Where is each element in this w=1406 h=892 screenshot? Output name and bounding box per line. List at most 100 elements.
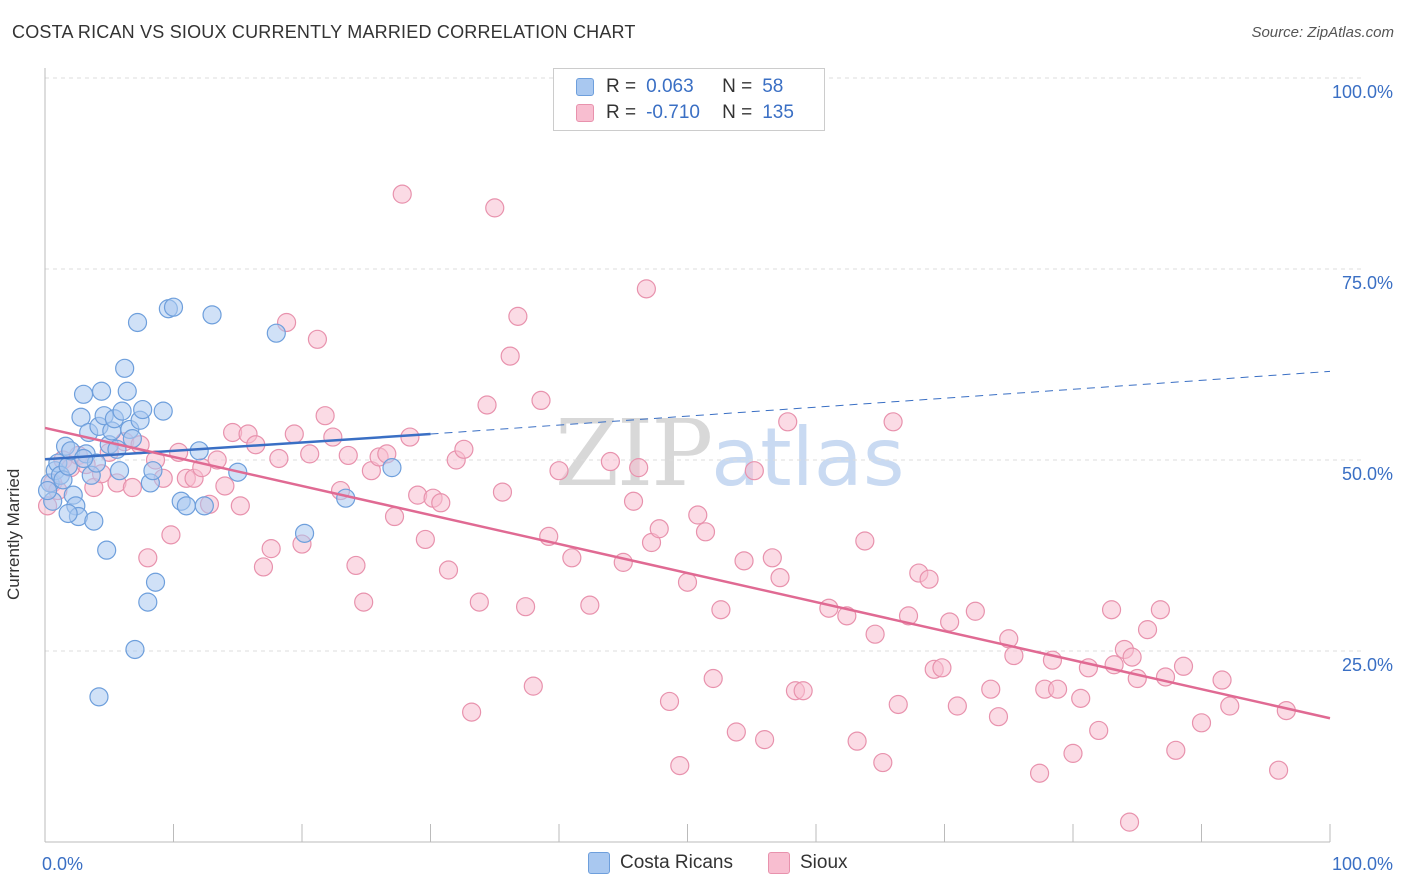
sioux-point: [323, 427, 343, 447]
sioux-point: [392, 184, 412, 204]
sioux-point: [549, 461, 569, 481]
legend-swatch-blue: [588, 852, 610, 874]
sioux-point: [284, 424, 304, 444]
sioux-point: [438, 560, 459, 580]
sioux-point: [677, 572, 698, 592]
sioux-point: [873, 752, 893, 773]
sioux-point: [965, 601, 985, 621]
costa-rican-point: [112, 401, 132, 421]
sioux-point: [636, 279, 656, 299]
sioux-points: [37, 184, 1296, 832]
sioux-point: [865, 624, 885, 644]
sioux-point: [847, 731, 867, 751]
sioux-point: [883, 412, 903, 432]
sioux-point: [477, 395, 497, 415]
sioux-point: [562, 548, 582, 568]
legend-r-value: 0.063: [646, 76, 694, 97]
sioux-point: [778, 412, 798, 432]
sioux-point: [1071, 688, 1091, 708]
sioux-point: [346, 555, 366, 576]
legend-r-label: R =: [606, 102, 637, 123]
sioux-point: [1212, 670, 1232, 690]
legend-r-label: R =: [606, 76, 637, 97]
y-tick-label: 75.0%: [1342, 273, 1393, 293]
legend-n-label: N =: [722, 102, 753, 123]
legend-swatch-blue: [576, 78, 594, 96]
legend-label: Sioux: [800, 852, 848, 873]
x-tick-label-min: 0.0%: [42, 854, 83, 874]
sioux-point: [988, 707, 1009, 727]
sioux-point: [947, 696, 967, 716]
sioux-point: [981, 679, 1001, 699]
sioux-point: [215, 476, 235, 496]
costa-rican-point: [115, 358, 135, 378]
sioux-point: [408, 485, 428, 505]
costa-rican-point: [37, 480, 58, 501]
sioux-point: [138, 548, 158, 568]
y-axis-label: Currently Married: [4, 468, 23, 600]
sioux-point: [485, 198, 505, 218]
sioux-point: [793, 681, 813, 701]
costa-rican-point: [71, 407, 91, 427]
costa-rican-point: [194, 496, 214, 516]
costa-rican-point: [91, 381, 112, 401]
sioux-point: [1173, 656, 1194, 676]
legend-item-costa-ricans: Costa Ricans: [588, 852, 733, 874]
legend-n-label: N =: [722, 76, 753, 97]
sioux-point: [819, 598, 839, 618]
sioux-point: [754, 730, 775, 750]
costa-rican-point: [97, 540, 117, 560]
sioux-point: [122, 477, 142, 498]
trend-lines: [44, 370, 1331, 720]
watermark: ZIPatlas: [555, 400, 905, 507]
legend-label: Costa Ricans: [620, 852, 733, 873]
sioux-point: [623, 491, 644, 511]
sioux-point: [508, 306, 528, 326]
costa-rican-point: [122, 429, 142, 449]
costa-rican-point: [84, 511, 104, 531]
sioux-point: [253, 557, 274, 577]
legend-swatch-pink: [576, 104, 594, 122]
sioux-trend-line: [44, 426, 1331, 720]
sioux-point: [338, 445, 358, 466]
chart-title: COSTA RICAN VS SIOUX CURRENTLY MARRIED C…: [12, 22, 636, 42]
sioux-point: [1166, 740, 1186, 760]
costa-rican-point: [143, 461, 163, 481]
sioux-point: [500, 346, 520, 366]
sioux-point: [384, 506, 405, 527]
sioux-point: [1063, 743, 1083, 763]
sioux-point: [462, 702, 482, 722]
source-label: Source: ZipAtlas.com: [1251, 24, 1394, 41]
sioux-point: [659, 691, 680, 712]
costa-rican-point: [89, 687, 109, 707]
sioux-point: [703, 668, 723, 689]
sioux-point: [307, 329, 328, 349]
sioux-point: [770, 568, 790, 588]
sioux-point: [744, 461, 764, 481]
costa-rican-point: [176, 496, 196, 516]
sioux-point: [762, 548, 782, 568]
sioux-point: [207, 450, 227, 470]
costa-rican-trend-line: [44, 432, 431, 461]
sioux-point: [932, 658, 952, 678]
costa-rican-point: [109, 461, 130, 481]
watermark-atlas: atlas: [711, 411, 905, 504]
costa-rican-point: [58, 503, 78, 524]
sioux-point: [492, 482, 513, 502]
sioux-point: [1089, 720, 1109, 741]
costa-rican-point: [163, 297, 184, 317]
sioux-point: [726, 722, 746, 742]
sioux-point: [269, 448, 289, 469]
y-tick-label: 100.0%: [1332, 82, 1393, 102]
sioux-point: [523, 676, 543, 696]
sioux-point: [1119, 812, 1140, 832]
sioux-point: [898, 606, 919, 626]
costa-rican-point: [266, 323, 286, 343]
y-tick-label: 25.0%: [1342, 655, 1393, 675]
sioux-point: [1029, 763, 1050, 783]
costa-rican-point: [138, 592, 158, 612]
sioux-point: [531, 390, 551, 411]
costa-rican-point: [189, 441, 209, 461]
watermark-zip: ZIP: [555, 400, 713, 507]
sioux-point: [940, 612, 960, 632]
